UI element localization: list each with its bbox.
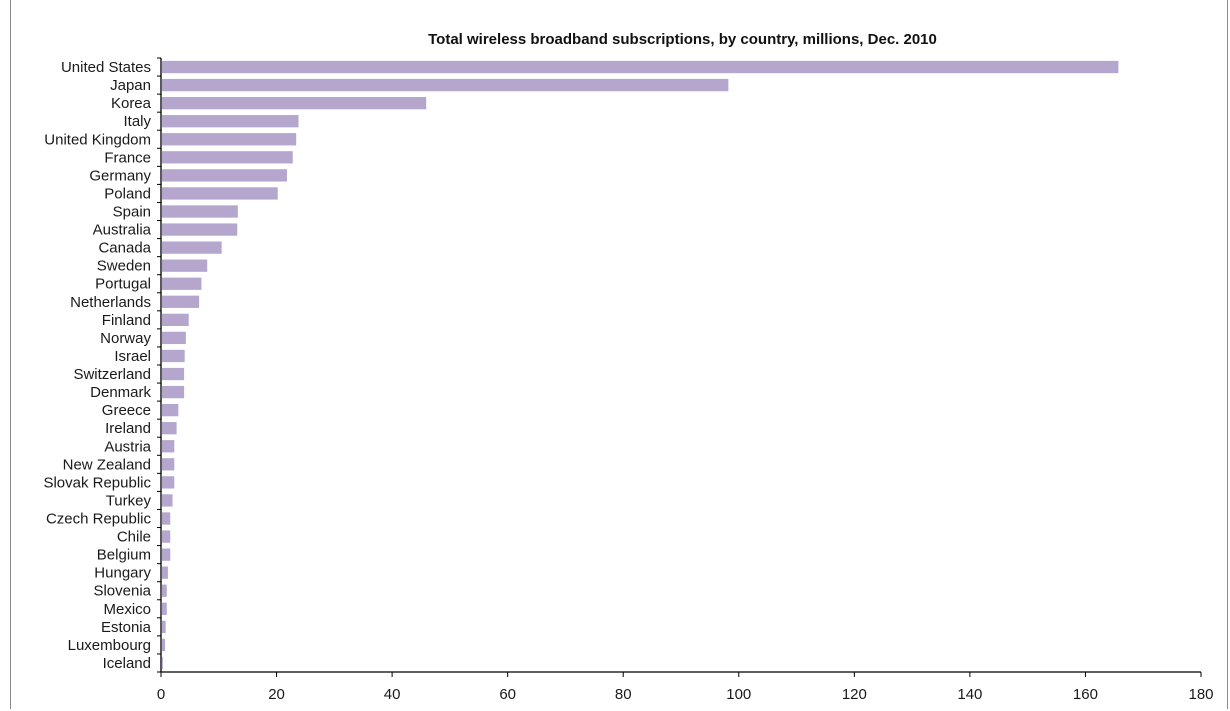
bar [162,205,238,218]
x-tick-label: 0 [157,686,165,703]
category-label: Norway [100,330,151,347]
x-tick-label: 40 [384,686,401,703]
category-label: Luxembourg [68,637,151,654]
bar [162,187,278,200]
category-label: Slovenia [93,583,151,600]
bar [162,367,185,381]
category-label: Switzerland [73,366,151,383]
bar [162,313,189,326]
bar [162,295,200,308]
bar [162,584,167,597]
bar [162,440,175,453]
category-label: Poland [104,185,151,202]
bar [162,349,185,363]
category-label: New Zealand [63,456,151,473]
bar [162,458,175,471]
bar [162,223,238,236]
x-tick-label: 80 [615,686,632,703]
category-label: Sweden [97,258,151,275]
category-label: Chile [117,529,151,546]
bar [162,241,222,254]
bar [162,602,167,615]
bar [162,404,179,417]
bars-layer [162,60,1119,670]
bar [162,638,166,652]
category-label: Mexico [103,601,151,618]
bar [162,331,186,345]
chart-frame [10,0,1228,709]
category-label: Austria [104,438,151,455]
bar [162,277,202,290]
category-label: Israel [114,348,151,365]
bar [162,566,168,579]
x-tick-label: 60 [499,686,516,703]
bar [162,60,1119,74]
category-label: Greece [102,402,151,419]
category-label: Iceland [103,655,151,672]
x-tick-label: 140 [957,686,982,703]
category-label: Hungary [94,565,151,582]
category-label: France [104,149,151,166]
category-label: United States [61,59,151,76]
x-tick-label: 120 [842,686,867,703]
x-tick-label: 180 [1188,686,1213,703]
category-label: Finland [102,312,151,329]
axes-layer [157,57,1202,677]
bar [162,133,297,146]
category-label: Portugal [95,276,151,293]
category-label: Ireland [105,420,151,437]
bar [162,78,729,92]
bar [162,620,166,633]
category-label: Australia [93,222,152,239]
bar [162,259,208,272]
category-label: Slovak Republic [43,474,151,491]
category-label: Netherlands [70,294,151,311]
bar [162,548,171,561]
bar [162,656,163,670]
category-label: Denmark [90,384,151,401]
category-label: Germany [89,167,151,184]
x-tick-label: 160 [1073,686,1098,703]
x-tick-label: 20 [268,686,285,703]
category-label: Estonia [101,619,152,636]
bar [162,476,175,489]
bar [162,115,299,128]
bar [162,512,171,525]
bar [162,385,185,399]
category-label: Spain [113,204,151,221]
category-label: Belgium [97,547,151,564]
bar [162,494,173,507]
bar [162,169,287,182]
bar [162,97,427,110]
category-label: Italy [123,113,151,130]
bar [162,530,171,543]
category-label: Japan [110,77,151,94]
category-label: Turkey [106,492,152,509]
category-label: Korea [111,95,152,112]
chart-title: Total wireless broadband subscriptions, … [428,31,937,48]
category-label: Czech Republic [46,511,152,528]
category-label: United Kingdom [44,131,151,148]
bar [162,422,177,435]
category-label: Canada [98,240,151,257]
bar [162,151,293,164]
x-tick-label: 100 [726,686,751,703]
